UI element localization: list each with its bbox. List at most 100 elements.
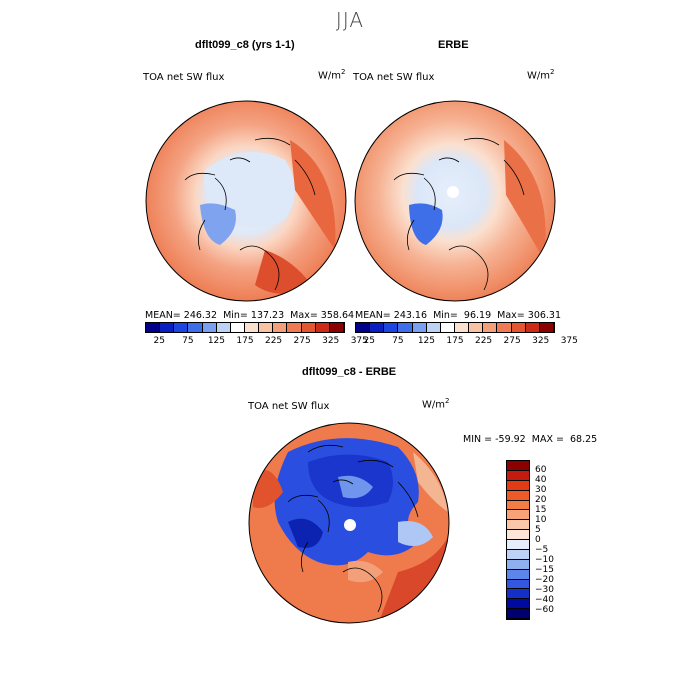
- colorbar-tick-label: 175: [236, 336, 254, 346]
- colorbar-swatch: [507, 480, 529, 491]
- colorbar-tick-label: −30: [535, 585, 554, 595]
- colorbar-swatch: [507, 470, 529, 481]
- colorbar-swatch: [356, 323, 371, 332]
- diff-stats: MIN = -59.92 MAX = 68.25: [463, 434, 598, 445]
- colorbar-swatch: [216, 323, 231, 332]
- left-colorbar: [145, 322, 345, 333]
- colorbar-tick-label: 75: [392, 336, 404, 346]
- colorbar-tick-label: −40: [535, 595, 554, 605]
- left-greenland-blue: [200, 203, 236, 245]
- colorbar-swatch: [188, 323, 203, 332]
- right-pacific-warm: [504, 140, 546, 260]
- colorbar-tick-label: 275: [503, 336, 521, 346]
- colorbar-tick-label: 225: [264, 336, 283, 346]
- right-greenland-blue: [409, 203, 443, 245]
- colorbar-swatch: [483, 323, 498, 332]
- colorbar-swatch: [507, 530, 529, 540]
- colorbar-swatch: [384, 323, 399, 332]
- colorbar-swatch: [507, 461, 529, 471]
- right-unit-text: W/m: [527, 70, 550, 82]
- colorbar-swatch: [507, 589, 529, 600]
- diff-colorbar: [506, 460, 530, 620]
- colorbar-tick-label: 40: [535, 475, 547, 485]
- figure-title: JJA: [335, 8, 365, 32]
- colorbar-swatch: [539, 323, 554, 332]
- colorbar-swatch: [507, 559, 529, 570]
- colorbar-tick-label: 25: [153, 336, 166, 346]
- colorbar-swatch: [507, 599, 529, 610]
- right-colorbar-ticks: 25 75 125 175 225 275 325 375: [355, 336, 578, 348]
- diff-polar-map: [248, 422, 450, 624]
- colorbar-swatch: [398, 323, 413, 332]
- right-coastlines: [393, 137, 525, 291]
- colorbar-swatch: [287, 323, 302, 332]
- diff-colorbar-ticks: 60 40 30 20 15 10 5 0 −5 −10 −15 −20 −30 −40 −60: [535, 460, 575, 620]
- colorbar-swatch: [507, 549, 529, 560]
- colorbar-swatch: [174, 323, 189, 332]
- colorbar-swatch: [497, 323, 512, 332]
- right-stats: MEAN= 243.16 Min= 96.19 Max= 306.31: [355, 310, 562, 321]
- colorbar-tick-label: 125: [207, 336, 226, 346]
- colorbar-swatch: [507, 609, 529, 619]
- colorbar-swatch: [259, 323, 274, 332]
- colorbar-tick-label: 325: [322, 336, 340, 346]
- colorbar-tick-label: 225: [474, 336, 493, 346]
- diff-coastlines: [287, 444, 419, 613]
- colorbar-tick-label: 175: [446, 336, 464, 346]
- colorbar-tick-label: 375: [350, 336, 368, 346]
- colorbar-tick-label: 75: [182, 336, 194, 346]
- colorbar-swatch: [469, 323, 484, 332]
- colorbar-swatch: [507, 500, 529, 511]
- colorbar-tick-label: 375: [560, 336, 578, 346]
- colorbar-swatch: [273, 323, 288, 332]
- colorbar-swatch: [507, 490, 529, 501]
- right-polar-map: [354, 100, 556, 302]
- colorbar-tick-label: −10: [535, 555, 554, 565]
- colorbar-tick-label: 10: [535, 515, 547, 525]
- colorbar-swatch: [507, 569, 529, 580]
- colorbar-swatch: [329, 323, 344, 332]
- colorbar-swatch: [440, 323, 455, 332]
- colorbar-swatch: [426, 323, 441, 332]
- diff-unit-exp: 2: [445, 397, 450, 405]
- colorbar-swatch: [146, 323, 161, 332]
- colorbar-swatch: [315, 323, 330, 332]
- left-polar-map: [145, 100, 347, 302]
- colorbar-swatch: [245, 323, 260, 332]
- diff-unit-label: W/m2: [422, 397, 449, 410]
- colorbar-swatch: [511, 323, 526, 332]
- colorbar-tick-label: 5: [535, 525, 541, 535]
- colorbar-tick-label: 125: [417, 336, 436, 346]
- right-variable-label: TOA net SW flux: [353, 72, 435, 83]
- colorbar-tick-label: 20: [535, 495, 547, 505]
- colorbar-tick-label: 325: [532, 336, 550, 346]
- colorbar-tick-label: 15: [535, 505, 547, 515]
- diff-panel-title: dflt099_c8 - ERBE: [302, 366, 397, 378]
- colorbar-swatch: [507, 579, 529, 590]
- colorbar-swatch: [455, 323, 470, 332]
- colorbar-swatch: [160, 323, 175, 332]
- colorbar-swatch: [412, 323, 427, 332]
- colorbar-swatch: [301, 323, 316, 332]
- colorbar-swatch: [507, 540, 529, 550]
- left-coastlines: [184, 137, 316, 291]
- colorbar-tick-label: 275: [293, 336, 311, 346]
- colorbar-swatch: [230, 323, 245, 332]
- colorbar-swatch: [507, 520, 529, 531]
- left-colorbar-ticks: 25 75 125 175 225 275 325 375: [145, 336, 368, 348]
- colorbar-swatch: [507, 510, 529, 521]
- right-pole-hole: [447, 186, 459, 198]
- left-unit-text: W/m: [318, 70, 341, 82]
- colorbar-tick-label: −15: [535, 565, 554, 575]
- left-panel-title: dflt099_c8 (yrs 1-1): [195, 39, 295, 51]
- colorbar-tick-label: −60: [535, 605, 554, 615]
- right-unit-exp: 2: [550, 68, 555, 76]
- colorbar-swatch: [370, 323, 385, 332]
- colorbar-tick-label: −20: [535, 575, 554, 585]
- diff-pole-hole: [344, 519, 356, 531]
- colorbar-tick-label: −5: [535, 545, 549, 555]
- right-panel-title: ERBE: [438, 39, 469, 51]
- left-unit-label: W/m2: [318, 68, 345, 81]
- colorbar-swatch: [202, 323, 217, 332]
- left-unit-exp: 2: [341, 68, 346, 76]
